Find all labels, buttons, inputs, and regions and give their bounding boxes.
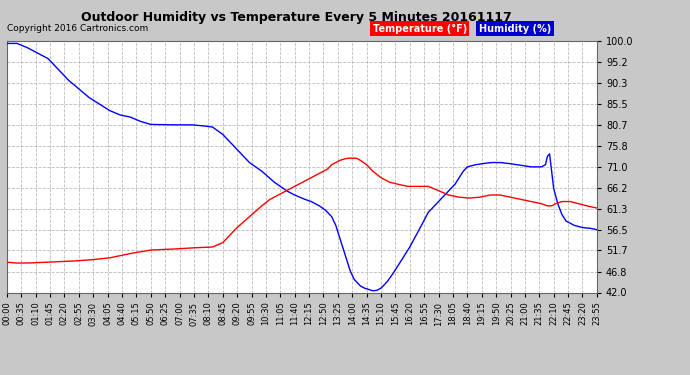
Text: Temperature (°F): Temperature (°F) [373, 24, 467, 34]
Text: Outdoor Humidity vs Temperature Every 5 Minutes 20161117: Outdoor Humidity vs Temperature Every 5 … [81, 11, 512, 24]
Text: Copyright 2016 Cartronics.com: Copyright 2016 Cartronics.com [7, 24, 148, 33]
Text: Humidity (%): Humidity (%) [479, 24, 551, 34]
